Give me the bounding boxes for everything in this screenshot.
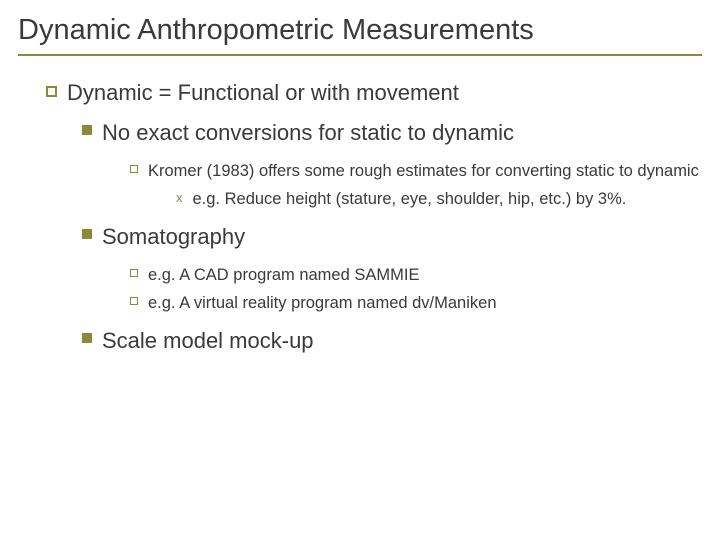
bullet-level4: x e.g. Reduce height (stature, eye, shou… bbox=[176, 188, 702, 210]
bullet-text: e.g. Reduce height (stature, eye, should… bbox=[193, 188, 703, 210]
bullet-text: Scale model mock-up bbox=[102, 326, 702, 356]
bullet-level3: e.g. A CAD program named SAMMIE bbox=[130, 264, 702, 286]
bullet-text: No exact conversions for static to dynam… bbox=[102, 118, 702, 148]
bullet-text: e.g. A virtual reality program named dv/… bbox=[148, 292, 702, 314]
bullet-level2: Somatography bbox=[82, 222, 702, 252]
bullet-text: Kromer (1983) offers some rough estimate… bbox=[148, 160, 702, 182]
slide-title: Dynamic Anthropometric Measurements bbox=[18, 12, 702, 48]
square-outline-small-icon bbox=[130, 297, 138, 305]
bullet-text: Somatography bbox=[102, 222, 702, 252]
bullet-level2: No exact conversions for static to dynam… bbox=[82, 118, 702, 148]
square-fill-icon bbox=[82, 125, 92, 135]
bullet-level3: e.g. A virtual reality program named dv/… bbox=[130, 292, 702, 314]
square-fill-icon bbox=[82, 229, 92, 239]
square-outline-small-icon bbox=[130, 269, 138, 277]
square-outline-icon bbox=[46, 86, 57, 97]
square-fill-icon bbox=[82, 333, 92, 343]
bullet-level2: Scale model mock-up bbox=[82, 326, 702, 356]
square-outline-small-icon bbox=[130, 165, 138, 173]
bullet-text: Dynamic = Functional or with movement bbox=[67, 78, 702, 108]
slide-container: Dynamic Anthropometric Measurements Dyna… bbox=[0, 0, 720, 380]
bullet-text: e.g. A CAD program named SAMMIE bbox=[148, 264, 702, 286]
title-rule bbox=[18, 54, 702, 56]
x-bullet-icon: x bbox=[176, 191, 183, 204]
bullet-level1: Dynamic = Functional or with movement bbox=[46, 78, 702, 108]
bullet-level3: Kromer (1983) offers some rough estimate… bbox=[130, 160, 702, 182]
